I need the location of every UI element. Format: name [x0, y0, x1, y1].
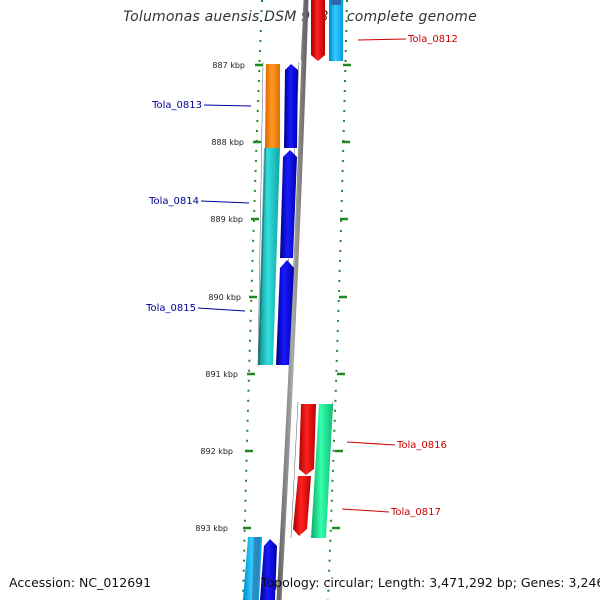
feature-tola-0812[interactable]	[311, 0, 343, 61]
kbp-label: 889 kbp	[210, 215, 243, 224]
reverse-gene-arrow	[293, 476, 311, 536]
genome-title: Tolumonas auensis DSM 9187, complete gen…	[123, 9, 477, 25]
kbp-label: 892 kbp	[200, 447, 233, 456]
kbp-label: 887 kbp	[212, 61, 245, 70]
kbp-labels: 887 kbp 888 kbp 889 kbp 890 kbp 891 kbp …	[195, 61, 245, 533]
kbp-label: 890 kbp	[208, 293, 241, 302]
cog-blocks-inner[interactable]	[258, 64, 280, 365]
topology-info: Topology: circular; Length: 3,471,292 bp…	[261, 575, 600, 590]
forward-gene-arrow	[276, 260, 294, 365]
gene-label-tola-0814[interactable]: Tola_0814	[148, 196, 199, 207]
gene-label-lines	[197, 38, 407, 513]
gene-label-tola-0815[interactable]: Tola_0815	[145, 303, 196, 314]
outer-tick-track	[327, 0, 348, 600]
genome-backbone	[276, 0, 309, 600]
accession-label: Accession: NC_012691	[9, 575, 152, 590]
inner-tick-track	[242, 0, 263, 600]
gene-label-tola-0813[interactable]: Tola_0813	[151, 100, 202, 111]
forward-genes[interactable]	[276, 64, 298, 365]
kbp-label: 893 kbp	[195, 524, 228, 533]
tick-tracks	[242, 0, 348, 600]
gene-label-tola-0816[interactable]: Tola_0816	[396, 440, 447, 451]
light-blue-cog-block	[329, 0, 343, 61]
reverse-genes[interactable]	[293, 404, 333, 538]
features-bottom[interactable]	[243, 537, 277, 600]
kbp-label: 891 kbp	[205, 370, 238, 379]
reverse-gene-arrow	[299, 404, 316, 475]
gene-label-tola-0817[interactable]: Tola_0817	[390, 507, 441, 518]
reverse-gene-arrow	[311, 0, 325, 61]
orange-cog-block	[265, 64, 280, 148]
forward-gene-arrow	[280, 150, 297, 258]
gene-label-tola-0812[interactable]: Tola_0812	[407, 34, 458, 45]
kbp-ticks	[243, 63, 351, 530]
green-cog-block	[311, 404, 333, 538]
forward-gene-arrow	[284, 64, 298, 148]
kbp-label: 888 kbp	[211, 138, 244, 147]
gene-labels: Tola_0812 Tola_0813 Tola_0814 Tola_0815 …	[145, 34, 458, 518]
forward-gene-arrow	[260, 539, 277, 600]
